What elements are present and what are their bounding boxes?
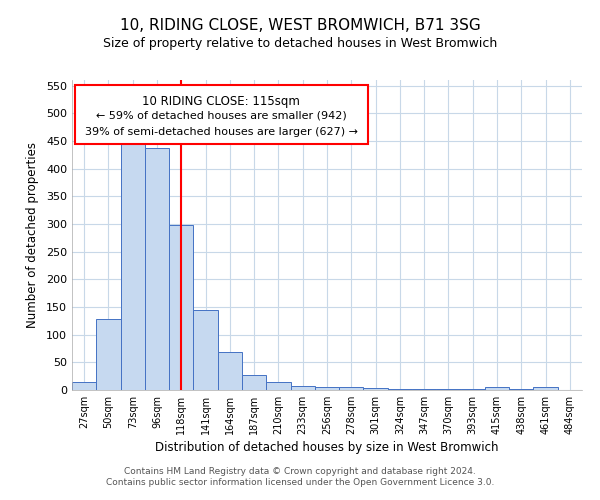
X-axis label: Distribution of detached houses by size in West Bromwich: Distribution of detached houses by size … [155, 441, 499, 454]
Y-axis label: Number of detached properties: Number of detached properties [26, 142, 39, 328]
Bar [290, 386, 315, 390]
Bar [96, 319, 121, 390]
Text: 10, RIDING CLOSE, WEST BROMWICH, B71 3SG: 10, RIDING CLOSE, WEST BROMWICH, B71 3SG [119, 18, 481, 32]
Bar [72, 382, 96, 390]
Text: ← 59% of detached houses are smaller (942): ← 59% of detached houses are smaller (94… [96, 111, 347, 121]
Bar [218, 352, 242, 390]
Bar [533, 386, 558, 390]
Bar [242, 374, 266, 390]
Bar [485, 387, 509, 390]
Text: Size of property relative to detached houses in West Bromwich: Size of property relative to detached ho… [103, 38, 497, 51]
Bar [364, 388, 388, 390]
Bar [169, 225, 193, 390]
Bar [121, 142, 145, 390]
Bar [315, 386, 339, 390]
Bar [145, 148, 169, 390]
Bar [388, 389, 412, 390]
Bar [266, 382, 290, 390]
Text: Contains HM Land Registry data © Crown copyright and database right 2024.: Contains HM Land Registry data © Crown c… [124, 467, 476, 476]
Bar [339, 387, 364, 390]
Text: Contains public sector information licensed under the Open Government Licence 3.: Contains public sector information licen… [106, 478, 494, 487]
Bar [193, 310, 218, 390]
Text: 39% of semi-detached houses are larger (627) →: 39% of semi-detached houses are larger (… [85, 128, 358, 138]
Text: 10 RIDING CLOSE: 115sqm: 10 RIDING CLOSE: 115sqm [142, 94, 300, 108]
FancyBboxPatch shape [74, 84, 368, 144]
